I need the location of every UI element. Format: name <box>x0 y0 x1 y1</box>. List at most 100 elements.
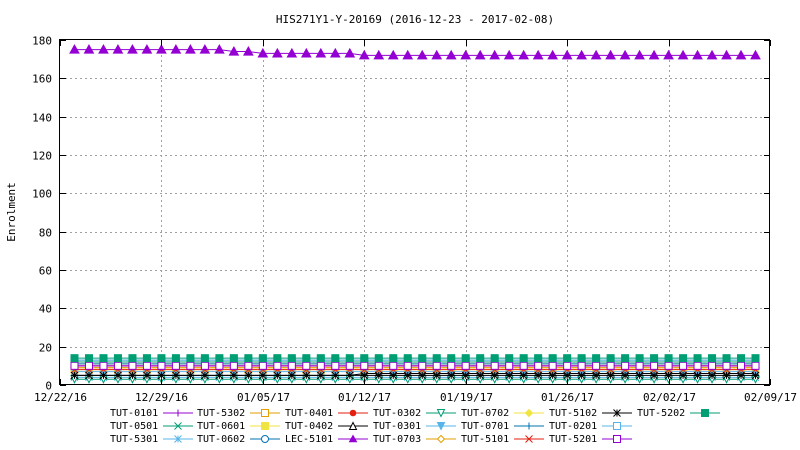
data-point <box>613 409 621 417</box>
legend-label: TUT-5302 <box>197 408 245 419</box>
data-point <box>186 361 195 370</box>
data-point <box>577 361 586 370</box>
x-tick-label: 01/12/17 <box>338 391 391 404</box>
data-point <box>287 371 296 380</box>
data-point <box>634 49 645 60</box>
legend-label: TUT-0402 <box>285 421 333 432</box>
series-lec-5101 <box>69 44 761 60</box>
legend-label: TUT-0501 <box>110 421 158 432</box>
data-point <box>374 361 383 370</box>
data-point <box>722 354 731 363</box>
y-tick-label: 140 <box>32 112 52 125</box>
data-point <box>84 354 93 363</box>
data-point <box>215 371 224 380</box>
data-point <box>174 422 182 430</box>
data-point <box>257 47 269 58</box>
legend-entry-tut-5102: TUT-5102 <box>549 408 632 419</box>
data-point <box>613 422 621 430</box>
data-point <box>563 361 572 370</box>
data-point <box>273 361 282 370</box>
data-point <box>563 371 571 380</box>
data-point <box>621 361 630 370</box>
legend-entry-tut-0501: TUT-0501 <box>110 421 193 432</box>
legend-label: LEC-5101 <box>285 434 333 445</box>
legend-entry-tut-0601: TUT-0601 <box>197 421 280 432</box>
data-point <box>142 354 151 363</box>
data-point <box>302 361 311 370</box>
data-point <box>534 361 543 370</box>
data-point <box>418 371 427 380</box>
chart-title: HIS271Y1-Y-20169 (2016-12-23 - 2017-02-0… <box>276 13 554 26</box>
x-tick-label: 12/22/16 <box>34 391 87 404</box>
y-tick-label: 100 <box>32 188 52 201</box>
data-point <box>650 371 658 380</box>
data-point <box>548 361 557 370</box>
data-point <box>461 371 470 380</box>
data-point <box>418 361 427 370</box>
data-point <box>344 47 356 58</box>
data-point <box>261 409 269 417</box>
data-point <box>174 409 182 417</box>
data-point <box>592 371 600 380</box>
data-point <box>70 361 79 370</box>
data-point <box>447 371 456 380</box>
data-point <box>490 354 499 363</box>
data-point <box>345 354 354 363</box>
legend-label: TUT-0101 <box>110 408 158 419</box>
data-point <box>693 361 702 370</box>
data-point <box>389 361 398 370</box>
data-point <box>503 49 515 60</box>
data-point <box>215 361 224 370</box>
data-point <box>534 371 543 380</box>
data-point <box>519 361 528 370</box>
data-point <box>329 47 341 58</box>
data-point <box>387 49 399 60</box>
data-point <box>302 371 311 380</box>
data-point <box>84 361 93 370</box>
legend-label: TUT-5101 <box>461 434 509 445</box>
data-point <box>402 49 414 60</box>
data-point <box>157 361 166 370</box>
data-point <box>708 371 716 380</box>
data-point <box>287 361 296 370</box>
y-tick-label: 180 <box>32 35 52 48</box>
data-point <box>679 354 688 363</box>
data-point <box>722 361 731 370</box>
legend-label: TUT-0702 <box>461 408 509 419</box>
y-tick-label: 0 <box>45 380 52 393</box>
data-point <box>230 371 238 380</box>
data-point <box>605 49 616 60</box>
plot-area-frame <box>59 39 770 385</box>
data-point <box>273 371 282 380</box>
data-point <box>157 354 166 363</box>
data-point <box>300 47 312 58</box>
legend-entry-tut-0703: TUT-0703 <box>373 434 456 445</box>
legend-entry-tut-0701: TUT-0701 <box>461 421 544 432</box>
data-point <box>170 44 182 54</box>
legend-label: TUT-0301 <box>373 421 421 432</box>
data-point <box>185 44 196 54</box>
data-point <box>436 422 446 431</box>
data-point <box>619 49 631 60</box>
data-point <box>171 354 180 363</box>
data-point <box>737 371 745 380</box>
x-tick-label: 02/02/17 <box>643 391 696 404</box>
data-point <box>447 361 456 370</box>
data-point <box>679 361 688 370</box>
legend-entry-tut-0401: TUT-0401 <box>285 408 368 419</box>
data-point <box>735 49 747 60</box>
legend-label: TUT-0201 <box>549 421 597 432</box>
data-point <box>476 361 485 370</box>
data-point <box>112 44 124 54</box>
data-point <box>403 371 412 380</box>
data-point <box>70 371 79 380</box>
data-point <box>474 49 486 60</box>
legend-label: TUT-0701 <box>461 421 509 432</box>
data-point <box>635 354 644 363</box>
data-point <box>606 354 615 363</box>
legend: TUT-0101 TUT-0501 TUT-5301 TUT-5302 TUT-0601… <box>110 408 720 445</box>
data-point <box>99 354 108 363</box>
data-point <box>199 44 211 54</box>
data-point <box>606 371 615 380</box>
